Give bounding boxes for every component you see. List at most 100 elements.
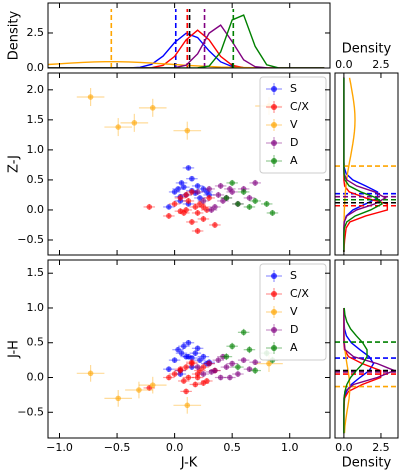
point xyxy=(189,219,195,225)
y-tick-label: −0.5 xyxy=(17,233,44,246)
point xyxy=(115,395,122,402)
point xyxy=(192,204,199,210)
point xyxy=(229,180,235,186)
point xyxy=(177,366,184,372)
point xyxy=(217,183,224,189)
point xyxy=(208,207,215,213)
x-tick-label: −0.5 xyxy=(104,441,131,454)
point xyxy=(194,189,201,195)
point xyxy=(183,388,189,395)
point xyxy=(197,357,203,363)
point xyxy=(185,339,192,346)
point xyxy=(235,201,241,207)
y-axis-label: Z-J xyxy=(7,155,22,173)
point xyxy=(192,381,199,388)
point xyxy=(246,366,253,372)
point xyxy=(200,353,207,360)
point xyxy=(181,343,187,350)
y-tick-label: 2.0 xyxy=(27,83,45,96)
point xyxy=(200,371,207,377)
x-tick-label: 0.0 xyxy=(335,58,353,71)
point xyxy=(166,213,172,219)
legend-marker xyxy=(271,309,277,315)
point xyxy=(171,357,178,363)
legend-marker xyxy=(271,273,277,279)
legend-label: V xyxy=(290,305,298,318)
point xyxy=(235,364,241,370)
point xyxy=(87,94,94,100)
point xyxy=(246,346,253,353)
point xyxy=(166,374,172,381)
point xyxy=(115,124,122,130)
point xyxy=(200,364,207,370)
x-axis-label: Density xyxy=(342,456,392,471)
axes-frame xyxy=(47,72,331,256)
y-tick-label: 0.5 xyxy=(27,336,45,349)
point xyxy=(240,189,247,195)
point xyxy=(194,364,201,370)
y-tick-label: 1.5 xyxy=(27,113,45,126)
legend-box xyxy=(259,76,327,174)
point xyxy=(206,195,212,201)
legend-marker xyxy=(271,345,277,351)
point xyxy=(246,195,253,201)
y-tick-label: 1.5 xyxy=(27,266,45,279)
point xyxy=(200,198,207,204)
point xyxy=(189,175,195,182)
x-tick-label: 0.0 xyxy=(335,441,353,454)
point xyxy=(227,374,233,381)
density-curve xyxy=(343,77,389,253)
point xyxy=(215,192,222,198)
y-tick-label: 0.0 xyxy=(27,371,45,384)
point xyxy=(189,189,195,195)
x-tick-label: 0.5 xyxy=(223,441,241,454)
point xyxy=(183,207,189,213)
point xyxy=(200,216,207,222)
point xyxy=(189,355,195,361)
point xyxy=(215,357,222,363)
legend-box xyxy=(259,263,327,361)
point xyxy=(217,374,224,381)
point xyxy=(175,186,181,192)
point xyxy=(184,127,191,134)
x-tick-label: 0.0 xyxy=(166,441,184,454)
point xyxy=(184,402,191,409)
point xyxy=(269,210,276,216)
point xyxy=(136,387,142,393)
point xyxy=(194,210,201,216)
point xyxy=(171,201,178,207)
point xyxy=(166,204,172,210)
point xyxy=(206,360,212,367)
x-tick-label: 2.5 xyxy=(372,58,390,71)
y-axis-label: J-H xyxy=(7,340,22,359)
y-tick-label: 1.0 xyxy=(27,143,45,156)
point xyxy=(192,350,199,356)
point xyxy=(246,204,253,210)
x-axis-label: J-K xyxy=(180,456,198,471)
point xyxy=(229,360,235,367)
legend-label: A xyxy=(290,341,298,354)
density-curve xyxy=(48,14,325,68)
legend-label: S xyxy=(290,82,297,95)
point xyxy=(149,105,156,111)
legend-marker xyxy=(271,327,277,333)
point xyxy=(194,228,201,234)
legend-marker xyxy=(271,122,277,128)
point xyxy=(177,208,184,214)
point xyxy=(183,192,189,198)
point xyxy=(194,183,201,189)
density-curve xyxy=(343,77,387,252)
point xyxy=(149,382,156,388)
point xyxy=(206,186,212,192)
point xyxy=(181,184,187,190)
axes-frame xyxy=(334,72,399,256)
point xyxy=(252,359,258,366)
x-tick-label: 2.5 xyxy=(372,441,390,454)
point xyxy=(183,364,189,370)
x-axis-label: Density xyxy=(342,42,392,57)
legend-label: D xyxy=(290,323,298,336)
axes-frame xyxy=(334,259,399,439)
point xyxy=(166,366,172,372)
